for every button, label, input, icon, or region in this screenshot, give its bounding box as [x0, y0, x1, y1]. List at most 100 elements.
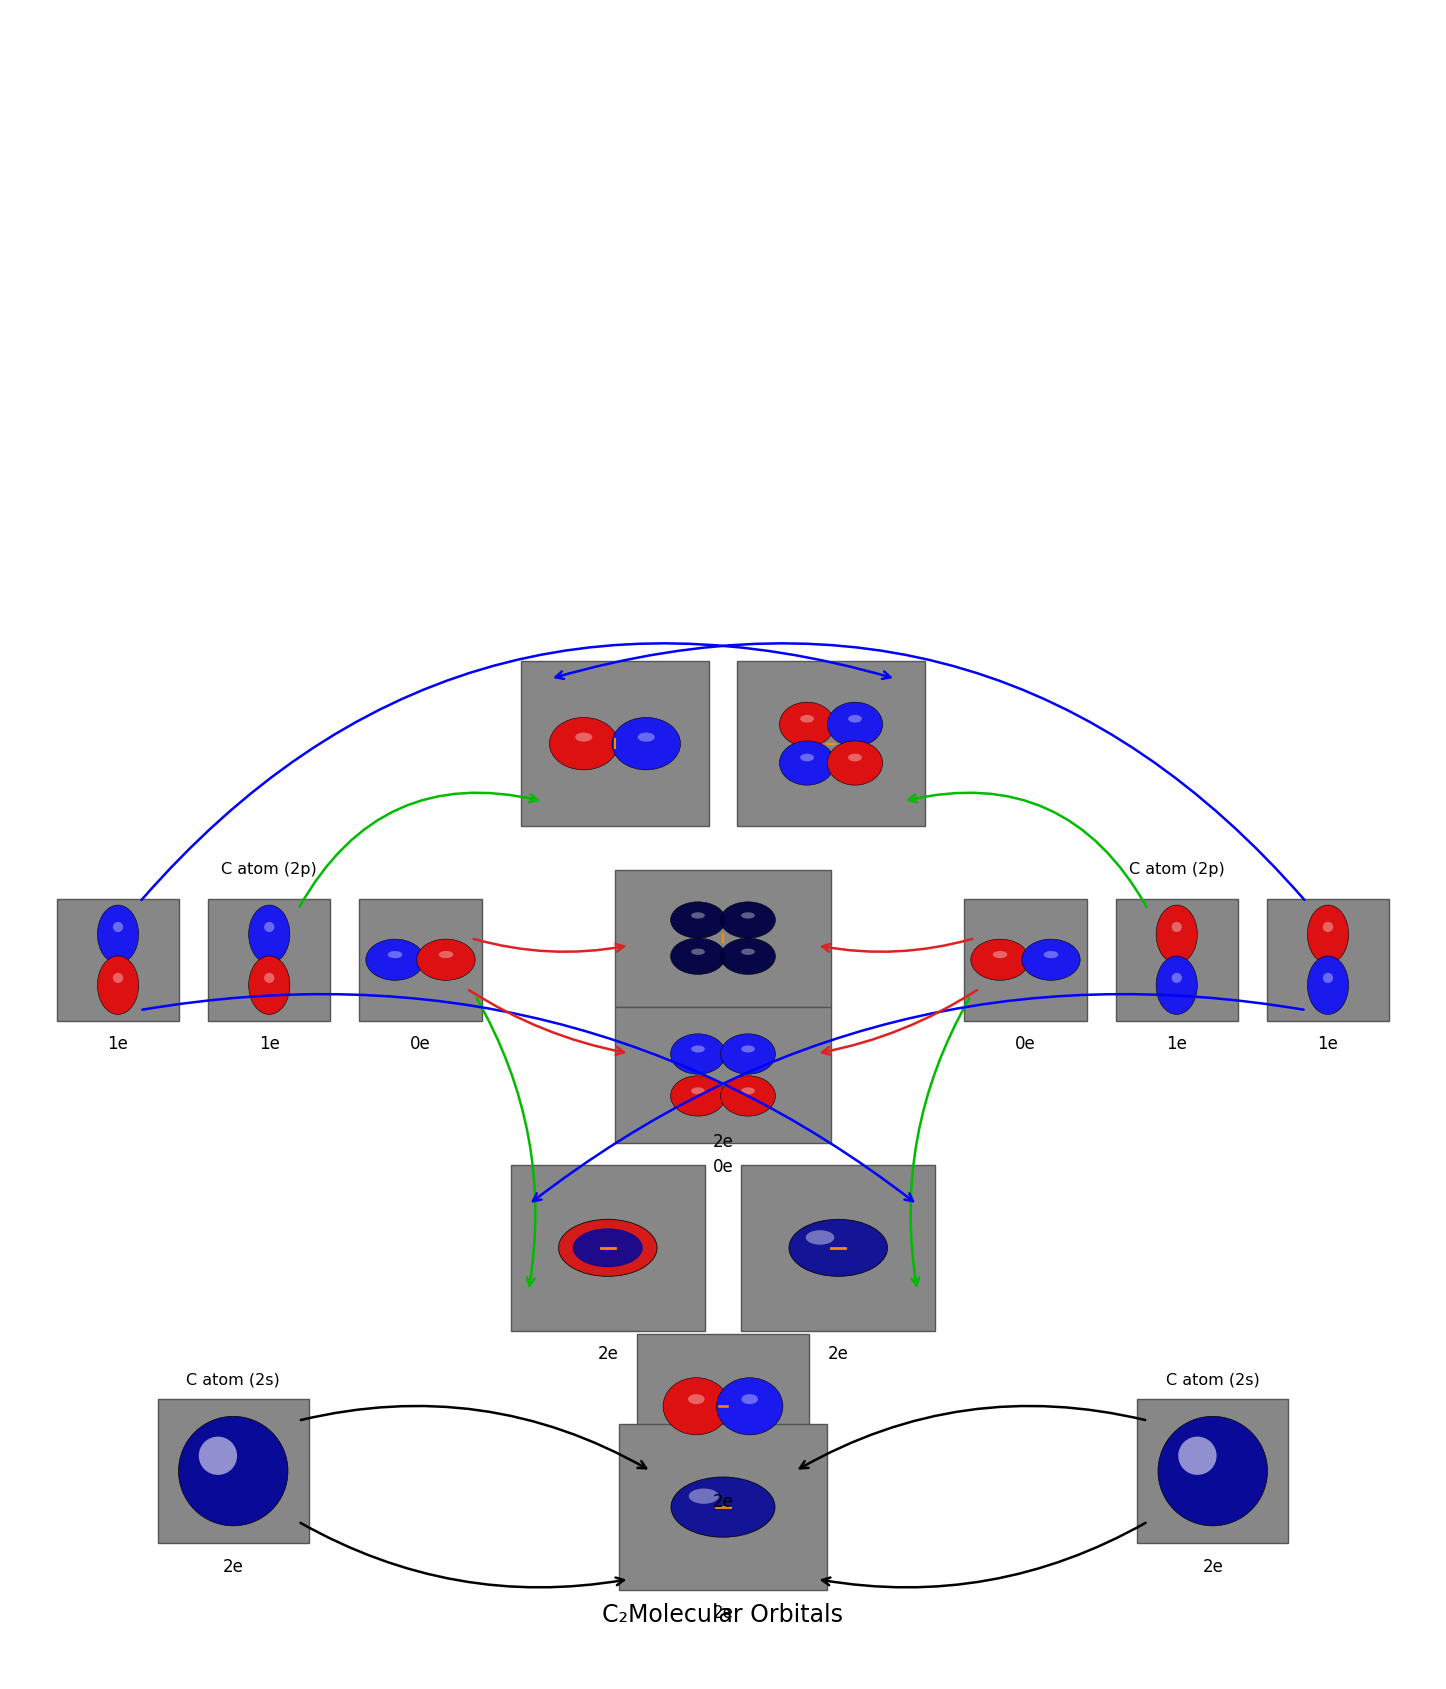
Ellipse shape [113, 973, 123, 983]
Text: 1e: 1e [259, 1035, 279, 1054]
Circle shape [1178, 1437, 1216, 1474]
Bar [615, 1007, 831, 1143]
Text: 2e: 2e [713, 1133, 733, 1150]
Ellipse shape [1044, 951, 1058, 958]
Ellipse shape [671, 902, 726, 937]
Bar [740, 1165, 936, 1331]
Text: 1e: 1e [107, 1035, 129, 1054]
Ellipse shape [1307, 905, 1349, 963]
Ellipse shape [691, 1088, 704, 1094]
Ellipse shape [790, 1219, 888, 1277]
Ellipse shape [1323, 973, 1333, 983]
Ellipse shape [576, 733, 593, 741]
Ellipse shape [779, 741, 834, 785]
Ellipse shape [720, 1034, 775, 1074]
Ellipse shape [638, 733, 655, 741]
Text: C atom (2p): C atom (2p) [1129, 861, 1225, 877]
Ellipse shape [691, 1045, 704, 1052]
Text: C atom (2p): C atom (2p) [221, 861, 317, 877]
Ellipse shape [1171, 922, 1181, 932]
Text: 1e: 1e [1167, 1035, 1187, 1054]
Ellipse shape [742, 1393, 758, 1404]
Circle shape [1158, 1417, 1268, 1525]
Ellipse shape [742, 1045, 755, 1052]
Text: C₂Molecular Orbitals: C₂Molecular Orbitals [603, 1603, 843, 1627]
Bar [619, 1424, 827, 1589]
Text: C atom (2s): C atom (2s) [1165, 1373, 1259, 1388]
Text: 0e: 0e [1015, 1035, 1035, 1054]
Ellipse shape [691, 912, 704, 919]
Bar [522, 660, 709, 826]
Text: C atom (2s): C atom (2s) [187, 1373, 281, 1388]
Text: 0e: 0e [713, 1157, 733, 1176]
Bar [510, 1165, 706, 1331]
Ellipse shape [720, 1076, 775, 1116]
Ellipse shape [827, 741, 882, 785]
Ellipse shape [1171, 973, 1181, 983]
Bar [1267, 899, 1390, 1020]
Ellipse shape [671, 1476, 775, 1537]
Ellipse shape [664, 1378, 729, 1436]
Ellipse shape [970, 939, 1030, 980]
Ellipse shape [249, 956, 289, 1015]
Ellipse shape [1323, 922, 1333, 932]
Bar [56, 899, 179, 1020]
Text: 2e: 2e [223, 1557, 244, 1576]
Ellipse shape [671, 1076, 726, 1116]
Ellipse shape [671, 1034, 726, 1074]
Circle shape [198, 1437, 237, 1474]
Ellipse shape [249, 905, 289, 963]
Ellipse shape [849, 753, 862, 762]
Text: 2e: 2e [597, 1344, 619, 1363]
Ellipse shape [388, 951, 402, 958]
Text: 2e: 2e [713, 1605, 733, 1623]
Ellipse shape [742, 949, 755, 954]
Ellipse shape [720, 902, 775, 937]
Ellipse shape [1157, 905, 1197, 963]
Ellipse shape [113, 922, 123, 932]
Ellipse shape [265, 922, 275, 932]
Ellipse shape [800, 714, 814, 723]
Ellipse shape [849, 714, 862, 723]
Bar [615, 870, 831, 1007]
Ellipse shape [1307, 956, 1349, 1015]
Bar [1137, 1398, 1288, 1544]
Text: 2e: 2e [827, 1344, 849, 1363]
Text: 2e: 2e [713, 1493, 733, 1510]
Ellipse shape [742, 912, 755, 919]
Ellipse shape [97, 905, 139, 963]
Ellipse shape [691, 949, 704, 954]
Ellipse shape [1157, 956, 1197, 1015]
Ellipse shape [779, 703, 834, 747]
Text: 2e: 2e [1202, 1557, 1223, 1576]
Ellipse shape [1022, 939, 1080, 980]
Ellipse shape [720, 937, 775, 975]
Text: 1e: 1e [1317, 1035, 1339, 1054]
Ellipse shape [800, 753, 814, 762]
Bar [964, 899, 1087, 1020]
Ellipse shape [97, 956, 139, 1015]
Ellipse shape [265, 973, 275, 983]
Bar [208, 899, 331, 1020]
Text: 0e: 0e [411, 1035, 431, 1054]
Ellipse shape [366, 939, 424, 980]
Ellipse shape [742, 1088, 755, 1094]
Ellipse shape [805, 1230, 834, 1245]
Ellipse shape [993, 951, 1008, 958]
Ellipse shape [549, 718, 617, 770]
Bar [158, 1398, 309, 1544]
Circle shape [178, 1417, 288, 1525]
Ellipse shape [416, 939, 476, 980]
Ellipse shape [573, 1228, 643, 1267]
Ellipse shape [688, 1393, 704, 1404]
Ellipse shape [717, 1378, 782, 1436]
Ellipse shape [827, 703, 882, 747]
Bar [636, 1334, 810, 1478]
Bar [737, 660, 924, 826]
Ellipse shape [558, 1219, 656, 1277]
Bar [1115, 899, 1238, 1020]
Ellipse shape [671, 937, 726, 975]
Ellipse shape [612, 718, 681, 770]
Ellipse shape [688, 1488, 719, 1503]
Bar [359, 899, 482, 1020]
